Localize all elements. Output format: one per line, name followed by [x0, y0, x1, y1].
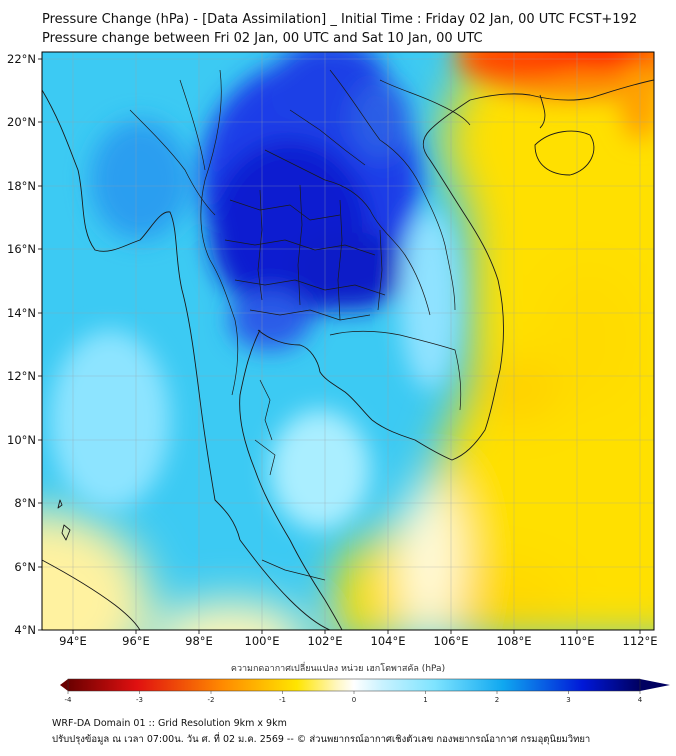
colorbar-extend-low: [60, 679, 68, 691]
lat-label: 4°N: [14, 623, 36, 637]
colorbar-label: ความกดอากาศเปลี่ยนแปลง หน่วย เฮกโตพาสคัล…: [230, 664, 446, 674]
pressure-field: [42, 52, 654, 630]
lon-label: 96°E: [122, 634, 150, 648]
lon-label: 110°E: [560, 634, 595, 648]
map-subtitle: Pressure change between Fri 02 Jan, 00 U…: [42, 31, 483, 46]
colorbar-tick: 4: [638, 696, 643, 704]
update-credit: ปรับปรุงข้อมูล ณ เวลา 07:00น. วัน ศ. ที่…: [52, 734, 591, 745]
lon-label: 112°E: [623, 634, 658, 648]
lon-label: 100°E: [245, 634, 280, 648]
admin-borders: [129, 69, 471, 581]
lon-label: 108°E: [497, 634, 532, 648]
longitude-labels: 94°E 96°E 98°E 100°E 102°E 104°E 106°E 1…: [59, 634, 657, 648]
lat-label: 18°N: [7, 179, 36, 193]
colorbar-tick: 1: [423, 696, 427, 704]
lat-label: 8°N: [14, 496, 36, 510]
lat-label: 22°N: [7, 52, 36, 66]
colorbar-tick: -4: [65, 696, 73, 704]
axis-ticks: [38, 58, 641, 634]
lon-label: 94°E: [59, 634, 87, 648]
lon-label: 98°E: [185, 634, 213, 648]
lon-label: 104°E: [371, 634, 406, 648]
lat-label: 20°N: [7, 115, 36, 129]
lat-label: 16°N: [7, 242, 36, 256]
lat-label: 10°N: [7, 433, 36, 447]
lon-label: 106°E: [434, 634, 469, 648]
colorbar-tick: -1: [279, 696, 286, 704]
colorbar-tick: -2: [208, 696, 215, 704]
map-title: Pressure Change (hPa) - [Data Assimilati…: [42, 12, 638, 27]
coastlines: [42, 79, 654, 630]
lon-label: 102°E: [308, 634, 343, 648]
model-info: WRF-DA Domain 01 :: Grid Resolution 9km …: [52, 718, 287, 729]
colorbar-extend-high: [640, 679, 670, 691]
lat-label: 6°N: [14, 560, 36, 574]
colorbar-gradient: [68, 679, 640, 691]
graticule: [42, 52, 654, 630]
lat-label: 12°N: [7, 369, 36, 383]
latitude-labels: 22°N 20°N 18°N 16°N 14°N 12°N 10°N 8°N 6…: [7, 52, 36, 637]
colorbar-tick: 2: [495, 696, 499, 704]
colorbar-tick: 0: [352, 696, 356, 704]
colorbar: -4 -3 -2 -1 0 1 2 3 4: [60, 678, 670, 704]
colorbar-tick: 3: [566, 696, 570, 704]
lat-label: 14°N: [7, 306, 36, 320]
colorbar-tick: -3: [136, 696, 143, 704]
map-frame: [41, 51, 655, 631]
